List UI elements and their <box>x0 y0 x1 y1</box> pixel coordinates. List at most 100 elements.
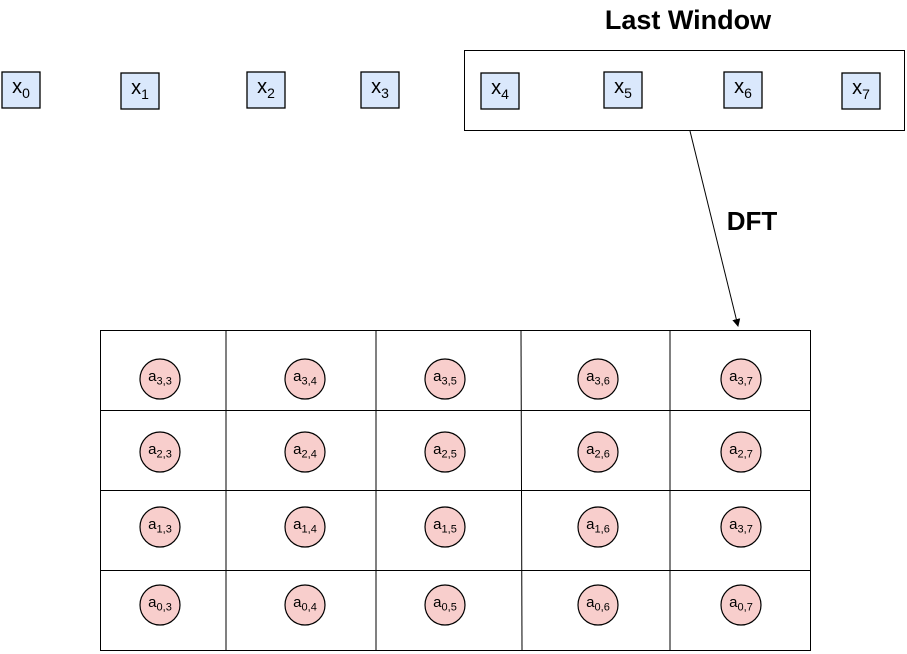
coefficient-node <box>139 358 181 400</box>
label-base: a <box>433 516 442 533</box>
label-sub: 0,3 <box>157 601 172 613</box>
label-base: a <box>586 441 595 458</box>
node-label: a3,7 <box>729 516 753 535</box>
node-label: a2,3 <box>148 441 172 460</box>
label-base: a <box>293 594 302 611</box>
input-box <box>1 71 41 109</box>
label-base: a <box>293 441 302 458</box>
label-sub: 3,6 <box>595 375 610 387</box>
coefficient-node <box>720 506 762 548</box>
label-base: a <box>729 441 738 458</box>
node-label: a0,7 <box>729 594 753 613</box>
dft-arrow <box>689 130 741 327</box>
node-label: a3,7 <box>729 368 753 387</box>
label-sub: 1,4 <box>302 523 317 535</box>
label-sub: 3 <box>381 85 389 101</box>
label-sub: 3,7 <box>738 375 753 387</box>
node-label: a1,4 <box>293 516 317 535</box>
label-base: a <box>148 516 157 533</box>
coefficient-node <box>424 431 466 473</box>
coefficient-node <box>577 358 619 400</box>
label-base: a <box>586 516 595 533</box>
label-base: a <box>729 516 738 533</box>
node-label: x5 <box>614 76 632 100</box>
label-base: x <box>491 77 501 99</box>
coefficient-node <box>139 584 181 626</box>
input-box <box>120 72 160 110</box>
node-label: a3,5 <box>433 368 457 387</box>
input-box <box>723 71 763 109</box>
coefficient-node <box>424 506 466 548</box>
node-label: a3,6 <box>586 368 610 387</box>
coefficient-node <box>720 358 762 400</box>
label-base: a <box>729 368 738 385</box>
input-box <box>480 72 520 110</box>
node-label: x1 <box>131 77 149 101</box>
label-base: a <box>433 441 442 458</box>
label-sub: 7 <box>862 86 870 102</box>
coefficient-node <box>284 584 326 626</box>
input-box <box>246 71 286 109</box>
grid <box>100 329 811 651</box>
label-base: x <box>12 76 22 98</box>
label-base: x <box>852 77 862 99</box>
coefficient-node <box>139 506 181 548</box>
label-base: x <box>257 76 267 98</box>
coefficient-node <box>284 506 326 548</box>
node-label: a3,4 <box>293 368 317 387</box>
label-sub: 3,4 <box>302 375 317 387</box>
window-box <box>464 50 905 131</box>
coefficient-node <box>284 358 326 400</box>
coefficient-node <box>424 358 466 400</box>
label-base: a <box>148 594 157 611</box>
window-title: Last Window <box>605 5 772 35</box>
label-sub: 0 <box>22 85 30 101</box>
coefficient-node <box>424 584 466 626</box>
node-label: x6 <box>734 76 752 100</box>
input-box <box>841 72 881 110</box>
coefficient-node <box>577 506 619 548</box>
label-sub: 1,3 <box>157 523 172 535</box>
node-label: x3 <box>371 76 389 100</box>
label-sub: 0,7 <box>738 601 753 613</box>
label-base: a <box>433 368 442 385</box>
coefficient-node <box>577 431 619 473</box>
label-sub: 3,3 <box>157 375 172 387</box>
label-base: a <box>586 594 595 611</box>
label-sub: 1,6 <box>595 523 610 535</box>
coefficient-node <box>284 431 326 473</box>
coefficient-node <box>720 431 762 473</box>
node-label: a2,7 <box>729 441 753 460</box>
label-sub: 1 <box>141 86 149 102</box>
node-label: x4 <box>491 77 509 101</box>
node-label: a0,3 <box>148 594 172 613</box>
coefficient-node <box>139 431 181 473</box>
node-label: a1,6 <box>586 516 610 535</box>
label-base: a <box>433 594 442 611</box>
node-label: a1,5 <box>433 516 457 535</box>
node-label: a0,6 <box>586 594 610 613</box>
node-label: a0,4 <box>293 594 317 613</box>
node-label: a3,3 <box>148 368 172 387</box>
input-box <box>603 71 643 109</box>
label-sub: 2 <box>267 85 275 101</box>
label-base: a <box>586 368 595 385</box>
coefficient-node <box>577 584 619 626</box>
node-label: a1,3 <box>148 516 172 535</box>
dft-label: DFT <box>727 206 778 236</box>
node-label: x2 <box>257 76 275 100</box>
node-label: x0 <box>12 76 30 100</box>
label-sub: 2,7 <box>738 448 753 460</box>
node-label: a2,6 <box>586 441 610 460</box>
coefficient-node <box>720 584 762 626</box>
node-label: x7 <box>852 77 870 101</box>
label-base: x <box>614 76 624 98</box>
label-base: a <box>148 368 157 385</box>
node-label: a2,4 <box>293 441 317 460</box>
label-base: a <box>293 516 302 533</box>
label-sub: 0,4 <box>302 601 317 613</box>
label-sub: 4 <box>501 86 509 102</box>
label-sub: 0,5 <box>442 601 457 613</box>
label-sub: 5 <box>624 85 632 101</box>
label-sub: 6 <box>744 85 752 101</box>
